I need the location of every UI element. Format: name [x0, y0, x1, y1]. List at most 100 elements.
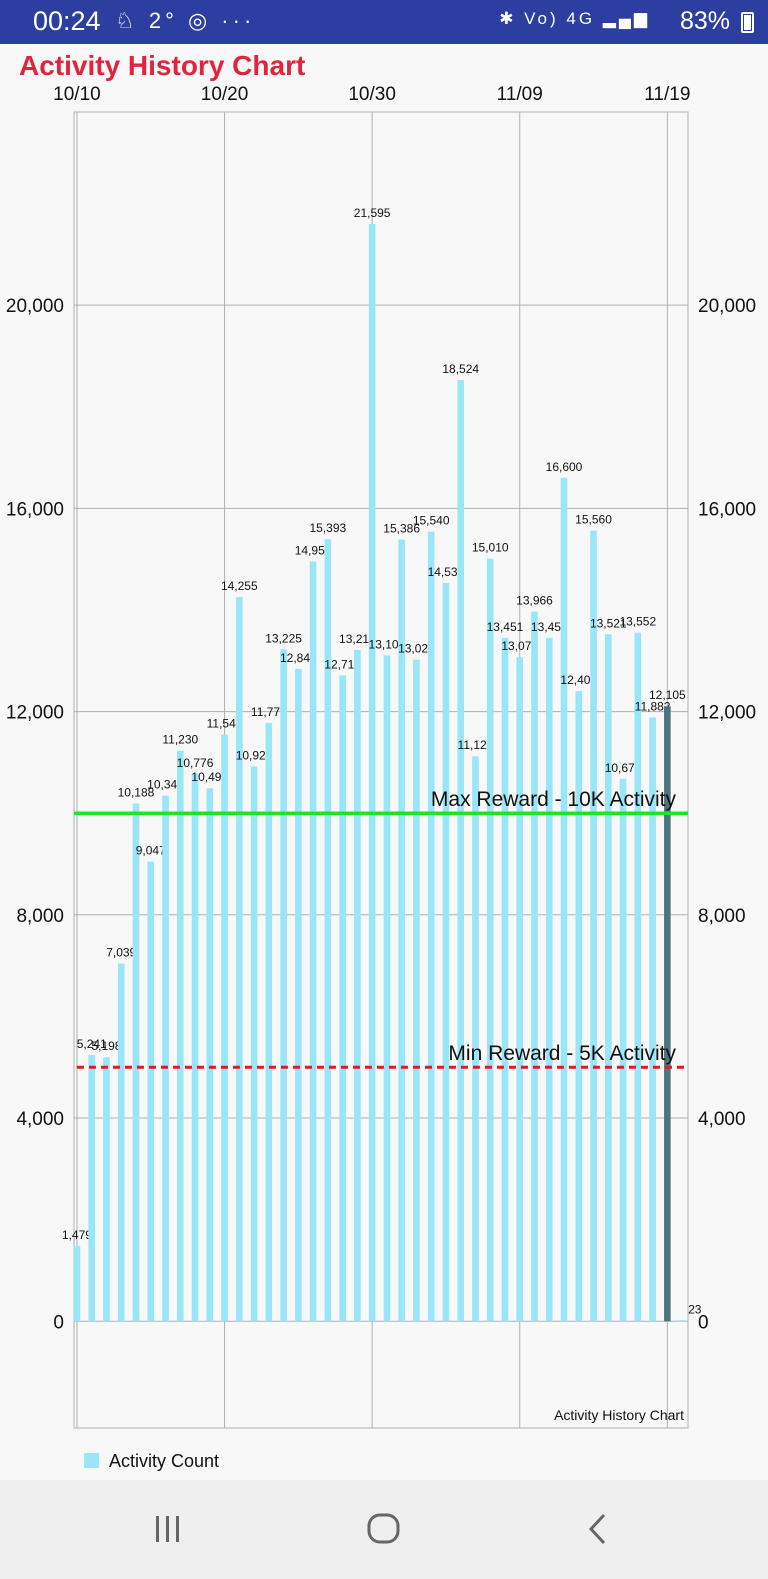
- bar-value-label: 23: [688, 1302, 702, 1316]
- back-icon[interactable]: [578, 1507, 622, 1551]
- recent-apps-icon[interactable]: [146, 1507, 190, 1551]
- bar: [88, 1054, 96, 1322]
- bar: [457, 380, 465, 1322]
- bar: [413, 659, 420, 1322]
- x-tick-label: 11/19: [644, 84, 690, 105]
- plot-frame: [73, 111, 689, 1429]
- y-tick-label-right: 20,000: [698, 296, 756, 317]
- bar: [73, 1246, 81, 1322]
- bar-value-label: 18,524: [442, 362, 479, 376]
- y-tick-label-right: 4,000: [698, 1109, 746, 1130]
- activity-chart[interactable]: 0 0 4,000 4,000 8,000 8,000 12,000 12,000 16,000…: [0, 0, 768, 1480]
- bar: [206, 788, 214, 1322]
- limit-line-label: Min Reward - 5K Activity: [448, 1042, 676, 1065]
- y-tick-label-left: 12,000: [6, 703, 64, 724]
- bar: [398, 539, 405, 1322]
- bar-value-label: 13,451: [487, 620, 524, 634]
- battery-percentage: 83%: [679, 7, 730, 35]
- bar: [664, 706, 671, 1322]
- bar-value-label: 10,188: [118, 786, 155, 800]
- bar: [516, 657, 524, 1322]
- notification-icons: ♘ 2° ◎ ···: [115, 8, 256, 33]
- bar: [604, 634, 612, 1322]
- bar: [383, 655, 391, 1322]
- x-tick-label: 10/10: [53, 84, 101, 105]
- y-tick-label-left: 0: [53, 1312, 64, 1333]
- bar-value-label: 12,712: [324, 657, 361, 671]
- bar: [250, 766, 258, 1322]
- bar-value-label: 14,255: [221, 579, 258, 593]
- bar-value-label: 21,595: [354, 206, 391, 220]
- bar: [295, 668, 302, 1322]
- bar: [132, 803, 140, 1322]
- bar-value-label: 13,107: [369, 637, 406, 651]
- bar-value-label: 14,953: [295, 544, 332, 558]
- bar-value-label: 12,403: [560, 673, 597, 687]
- bar: [486, 558, 494, 1322]
- y-tick-label-right: 12,000: [698, 703, 756, 724]
- bar-value-label: 16,600: [546, 460, 583, 474]
- bar: [531, 611, 538, 1322]
- bar: [280, 649, 287, 1322]
- bar: [472, 756, 479, 1322]
- legend-swatch: [84, 1453, 99, 1468]
- bar-value-label: 10,491: [191, 770, 228, 784]
- bar-value-label: 15,560: [575, 513, 612, 527]
- bar-value-label: 11,546: [207, 717, 243, 731]
- bar-value-label: 5,198: [91, 1039, 121, 1053]
- bar: [162, 795, 169, 1322]
- bar: [442, 582, 450, 1322]
- limit-line-label: Max Reward - 10K Activity: [431, 788, 677, 811]
- bar-value-label: 1,479: [62, 1228, 92, 1242]
- bar: [368, 224, 376, 1322]
- bar-value-label: 11,882: [635, 700, 671, 714]
- bar-value-label: 13,070: [501, 639, 538, 653]
- bar: [619, 778, 627, 1322]
- y-tick-label-left: 8,000: [16, 906, 64, 927]
- bar: [147, 861, 155, 1322]
- bar: [176, 750, 184, 1322]
- bar-value-label: 11,121: [458, 738, 494, 752]
- bar-value-label: 7,039: [106, 946, 136, 960]
- x-tick-label: 10/20: [201, 84, 249, 105]
- bar-value-label: 12,105: [649, 688, 686, 702]
- bar-value-label: 11,778: [251, 705, 287, 719]
- bar: [575, 691, 583, 1322]
- y-tick-label-left: 16,000: [6, 499, 64, 520]
- bar: [236, 596, 243, 1322]
- bar-value-label: 15,540: [413, 514, 450, 528]
- chart-description: Activity History Chart: [554, 1407, 684, 1423]
- bar: [634, 632, 642, 1322]
- bar-value-label: 12,841: [280, 651, 317, 665]
- bar: [501, 637, 509, 1322]
- bar-value-label: 9,047: [136, 844, 166, 858]
- bar-value-label: 13,966: [516, 594, 553, 608]
- y-tick-label-right: 8,000: [698, 906, 746, 927]
- home-icon[interactable]: [362, 1507, 406, 1551]
- bar: [265, 722, 273, 1322]
- bar: [117, 963, 125, 1322]
- bar: [309, 561, 317, 1322]
- bar-value-label: 13,225: [265, 631, 302, 645]
- bar: [324, 539, 332, 1322]
- bar-value-label: 11,230: [162, 733, 198, 747]
- bar: [339, 675, 346, 1322]
- y-tick-label-right: 16,000: [698, 499, 756, 520]
- bar-value-label: 10,776: [177, 756, 214, 770]
- x-tick-label: 10/30: [348, 84, 396, 105]
- bar-value-label: 14,531: [428, 565, 465, 579]
- y-tick-label-right: 0: [698, 1312, 709, 1333]
- bar-value-label: 13,213: [339, 632, 376, 646]
- bar: [191, 773, 199, 1322]
- navigation-bar: [0, 1480, 768, 1579]
- bar-value-label: 15,010: [472, 541, 509, 555]
- status-bar: 00:24 ♘ 2° ◎ ··· ✱ Vo) 4G ▂▄▆ 83%: [0, 0, 768, 44]
- page-title: Activity History Chart: [19, 50, 306, 81]
- bar-value-label: 10,346: [147, 778, 184, 792]
- bar-value-label: 13,521: [590, 616, 627, 630]
- signal-icons: ✱ Vo) 4G ▂▄▆: [499, 9, 650, 28]
- bar: [590, 530, 597, 1322]
- bar: [545, 637, 553, 1322]
- y-tick-label-left: 4,000: [16, 1109, 64, 1130]
- x-tick-label: 11/09: [497, 84, 543, 105]
